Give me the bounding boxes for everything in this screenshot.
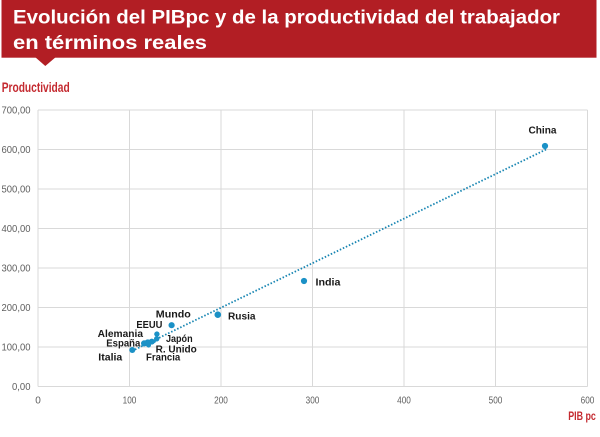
- svg-text:100: 100: [123, 395, 137, 406]
- svg-text:China: China: [529, 126, 557, 137]
- svg-text:500,00: 500,00: [2, 184, 31, 195]
- svg-text:500: 500: [489, 395, 503, 406]
- svg-text:Productividad: Productividad: [2, 80, 70, 95]
- svg-text:R. Unido: R. Unido: [156, 345, 197, 356]
- svg-text:PIB pc: PIB pc: [568, 411, 596, 423]
- svg-text:Rusia: Rusia: [228, 312, 256, 323]
- svg-text:en términos reales: en términos reales: [13, 33, 207, 54]
- svg-text:Mundo: Mundo: [156, 310, 191, 321]
- svg-text:600: 600: [581, 395, 595, 406]
- svg-text:300,00: 300,00: [2, 263, 31, 274]
- svg-text:700,00: 700,00: [2, 105, 31, 116]
- svg-text:India: India: [316, 278, 341, 289]
- svg-text:0,00: 0,00: [12, 382, 31, 393]
- svg-text:EEUU: EEUU: [136, 320, 162, 331]
- svg-text:400,00: 400,00: [2, 224, 31, 235]
- svg-text:400: 400: [397, 395, 411, 406]
- svg-text:0: 0: [35, 395, 41, 406]
- svg-text:Evolución del PIBpc y de la pr: Evolución del PIBpc y de la productivida…: [13, 8, 561, 29]
- svg-text:300: 300: [306, 395, 320, 406]
- svg-text:600,00: 600,00: [2, 145, 31, 156]
- svg-text:100,00: 100,00: [2, 342, 31, 353]
- svg-text:Japón: Japón: [166, 334, 193, 345]
- svg-text:200,00: 200,00: [2, 303, 31, 314]
- svg-text:200: 200: [214, 395, 228, 406]
- svg-text:España: España: [106, 338, 140, 349]
- svg-text:Italia: Italia: [98, 352, 122, 363]
- svg-text:Alemania: Alemania: [98, 329, 144, 340]
- svg-text:Francia: Francia: [146, 353, 181, 364]
